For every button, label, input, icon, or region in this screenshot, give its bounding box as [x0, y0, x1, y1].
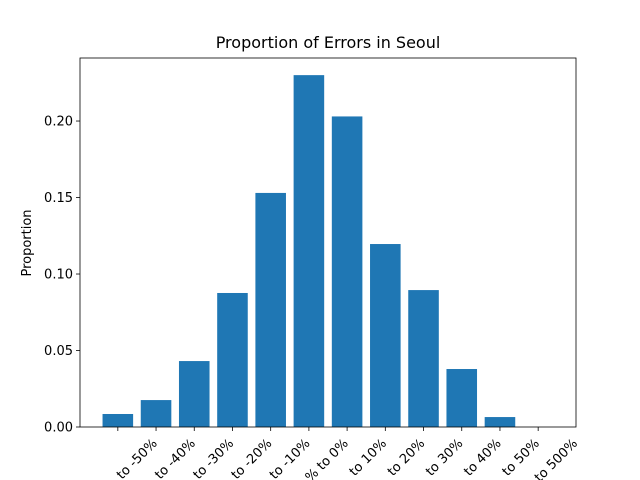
x-tick-label: to 20% [385, 436, 428, 479]
y-tick-label: 0.05 [44, 344, 73, 359]
bar [178, 361, 210, 427]
chart-title: Proportion of Errors in Seoul [216, 33, 441, 52]
y-tick-label: 0.20 [44, 115, 73, 130]
bar [446, 369, 478, 427]
x-tick-label: to 500% [532, 436, 581, 480]
bar [102, 413, 134, 427]
x-tick-label: % to 0% [303, 436, 352, 480]
bar [408, 290, 439, 427]
bar [331, 116, 363, 427]
y-tick-label: 0.00 [44, 421, 73, 436]
y-axis-label: Proportion [20, 209, 35, 276]
plot-frame [79, 57, 577, 428]
y-tick-label: 0.10 [44, 268, 73, 283]
bar [140, 400, 172, 427]
y-tick-label: 0.15 [44, 191, 73, 206]
bar [484, 417, 516, 427]
bar [255, 192, 286, 427]
bar [370, 244, 401, 427]
x-tick-label: to 30% [423, 436, 466, 479]
x-tick-label: to 10% [347, 436, 390, 479]
bar [293, 75, 325, 427]
bar [217, 292, 248, 427]
x-tick-label: to 40% [461, 436, 504, 479]
